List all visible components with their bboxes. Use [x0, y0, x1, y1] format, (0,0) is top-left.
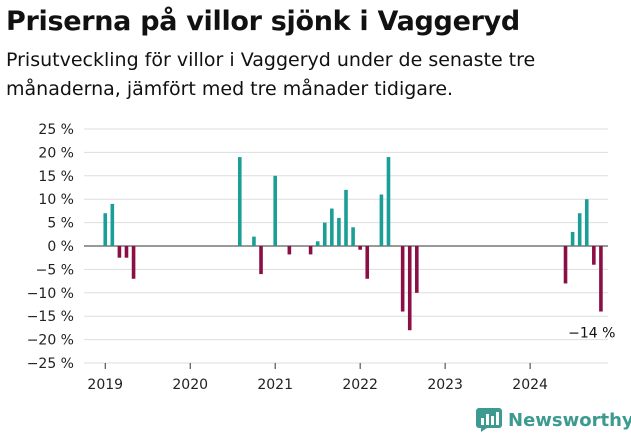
- bar: [400, 246, 405, 312]
- bar: [351, 227, 355, 246]
- x-tick-label: 2019: [87, 377, 123, 393]
- bar: [110, 203, 115, 246]
- bar: [592, 246, 596, 265]
- brand-name: Newsworthy: [508, 409, 631, 431]
- bar: [415, 246, 419, 293]
- bar: [315, 241, 320, 246]
- chart-title: Priserna på villor sjönk i Vaggeryd: [6, 6, 520, 37]
- x-tick-label: 2022: [342, 377, 378, 393]
- bar: [599, 246, 603, 312]
- bar: [358, 246, 362, 250]
- bar: [407, 246, 412, 331]
- y-tick-label: 10 %: [38, 192, 74, 208]
- data-annotation: −14 %: [568, 326, 615, 342]
- y-tick-label: −20 %: [27, 333, 74, 349]
- y-tick-label: −5 %: [36, 262, 74, 278]
- bar: [124, 246, 129, 258]
- chart-subtitle: Prisutveckling för villor i Vaggeryd und…: [6, 49, 536, 100]
- bar-chart-logo-icon: [476, 408, 502, 432]
- bar: [131, 246, 136, 279]
- y-tick-label: 25 %: [38, 122, 74, 138]
- x-tick-label: 2023: [427, 377, 463, 393]
- y-tick-label: 15 %: [38, 169, 74, 185]
- bar: [570, 231, 575, 246]
- x-tick-label: 2024: [512, 377, 548, 393]
- bar: [386, 157, 391, 246]
- bar: [287, 246, 292, 255]
- x-tick-label: 2020: [172, 377, 208, 393]
- bar: [365, 246, 370, 279]
- bar: [252, 236, 256, 246]
- y-tick-label: 0 %: [47, 239, 74, 255]
- y-tick-label: −15 %: [27, 309, 74, 325]
- bar: [103, 213, 108, 246]
- bar: [337, 217, 341, 246]
- y-tick-label: −10 %: [27, 286, 74, 302]
- y-tick-label: 5 %: [47, 216, 74, 232]
- bar: [308, 246, 313, 255]
- bar: [237, 157, 242, 246]
- newsworthy-logo: Newsworthy: [476, 408, 631, 432]
- bar: [344, 189, 348, 246]
- bar: [577, 213, 582, 246]
- bar: [563, 246, 568, 284]
- bar: [330, 208, 334, 246]
- bar: [379, 194, 384, 246]
- bar: [322, 222, 327, 246]
- y-tick-label: −25 %: [27, 356, 74, 372]
- bar: [584, 199, 589, 246]
- x-tick-label: 2021: [257, 377, 293, 393]
- y-tick-label: 20 %: [38, 145, 74, 161]
- bar: [259, 246, 263, 275]
- bar: [273, 175, 277, 246]
- bar: [117, 246, 122, 258]
